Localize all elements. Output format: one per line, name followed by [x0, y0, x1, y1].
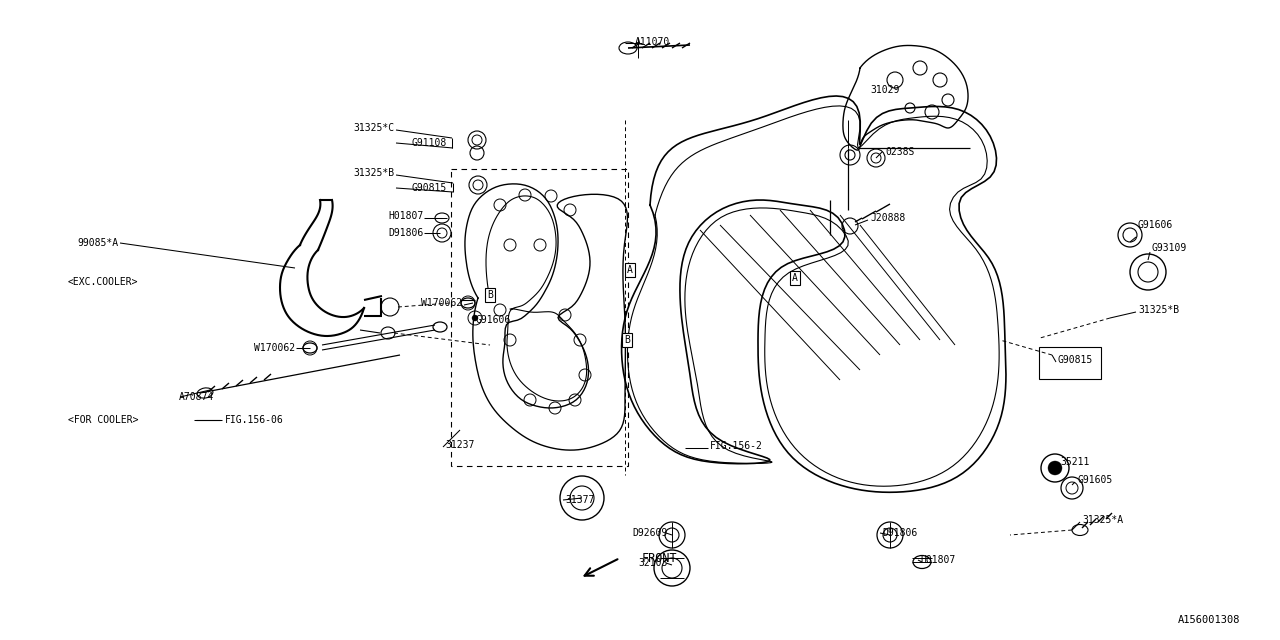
- Text: 31029: 31029: [870, 85, 900, 95]
- Text: A156001308: A156001308: [1178, 615, 1240, 625]
- Text: A70874: A70874: [179, 392, 214, 402]
- Ellipse shape: [435, 213, 449, 223]
- Text: G91606: G91606: [1138, 220, 1174, 230]
- Text: W170062: W170062: [253, 343, 294, 353]
- Ellipse shape: [1073, 525, 1088, 536]
- Text: 31325*B: 31325*B: [353, 168, 394, 178]
- Text: G93109: G93109: [1152, 243, 1188, 253]
- Text: G91605: G91605: [1076, 475, 1112, 485]
- Text: 31377: 31377: [564, 495, 594, 505]
- Text: A: A: [792, 273, 797, 283]
- Text: D91806: D91806: [389, 228, 424, 238]
- Text: A: A: [627, 265, 632, 275]
- Text: G90815: G90815: [1059, 355, 1093, 365]
- Text: 31325*B: 31325*B: [1138, 305, 1179, 315]
- Text: H01807: H01807: [920, 555, 955, 565]
- Ellipse shape: [433, 322, 447, 332]
- Text: J20888: J20888: [870, 213, 905, 223]
- Text: 31325*C: 31325*C: [353, 123, 394, 133]
- Text: B: B: [625, 335, 630, 345]
- Text: 31325*A: 31325*A: [1082, 515, 1123, 525]
- Ellipse shape: [197, 388, 212, 398]
- Text: FRONT: FRONT: [643, 552, 677, 564]
- Text: A11070: A11070: [635, 37, 669, 47]
- Text: 99085*A: 99085*A: [77, 238, 118, 248]
- Text: 32103: 32103: [639, 558, 668, 568]
- Text: H01807: H01807: [389, 211, 424, 221]
- Ellipse shape: [303, 343, 317, 353]
- Text: FIG.156-2: FIG.156-2: [710, 441, 763, 451]
- Text: FIG.156-06: FIG.156-06: [225, 415, 284, 425]
- Text: <EXC.COOLER>: <EXC.COOLER>: [68, 277, 138, 287]
- Ellipse shape: [620, 42, 637, 54]
- Text: B: B: [488, 290, 493, 300]
- Text: 35211: 35211: [1060, 457, 1089, 467]
- Text: <FOR COOLER>: <FOR COOLER>: [68, 415, 138, 425]
- Circle shape: [472, 315, 477, 321]
- Circle shape: [1048, 461, 1062, 475]
- Ellipse shape: [461, 298, 475, 308]
- Text: G90815: G90815: [412, 183, 447, 193]
- Text: 0238S: 0238S: [884, 147, 914, 157]
- Text: 31237: 31237: [445, 440, 475, 450]
- Ellipse shape: [913, 556, 931, 568]
- Text: D91806: D91806: [882, 528, 918, 538]
- Text: G91108: G91108: [412, 138, 447, 148]
- Text: G91606: G91606: [475, 315, 511, 325]
- Text: W170062: W170062: [421, 298, 462, 308]
- Text: D92609: D92609: [632, 528, 668, 538]
